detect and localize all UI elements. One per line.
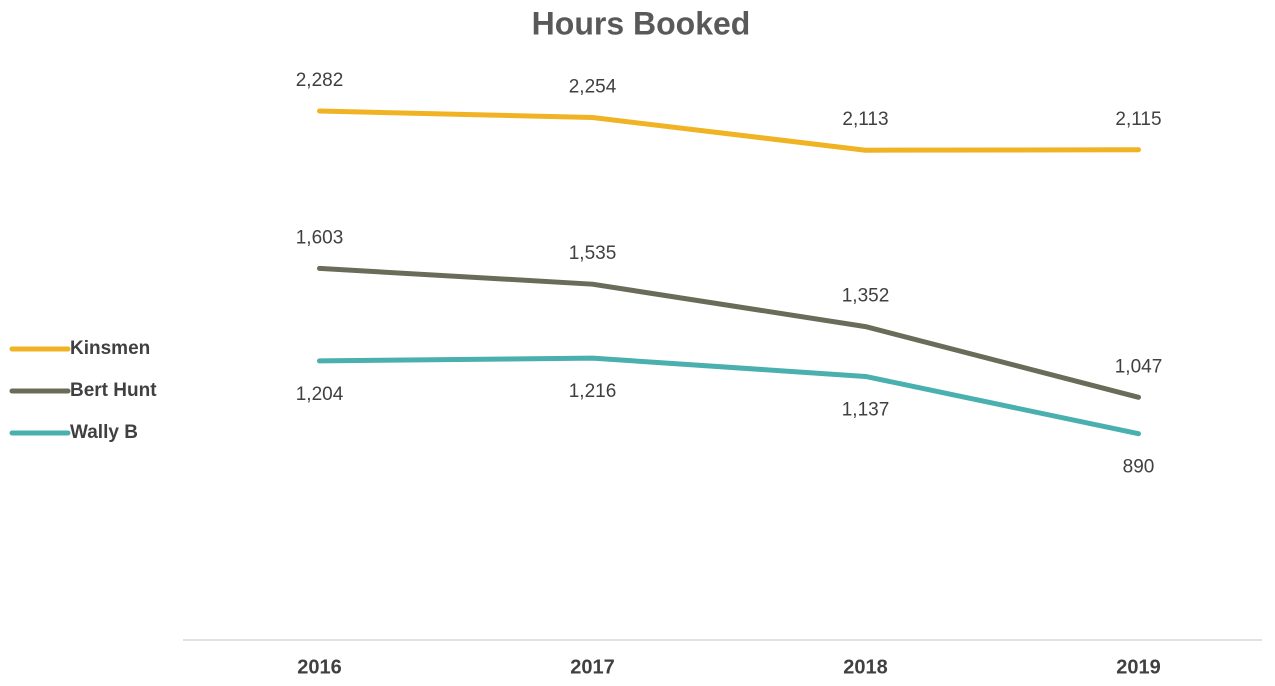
chart-title: Hours Booked xyxy=(532,5,751,41)
data-label: 2,282 xyxy=(296,70,344,91)
data-label: 1,047 xyxy=(1115,356,1163,377)
data-label: 1,216 xyxy=(569,381,617,402)
data-label: 2,254 xyxy=(569,77,617,98)
x-tick-label: 2017 xyxy=(570,656,615,678)
legend-label: Wally B xyxy=(70,422,138,443)
data-label: 1,137 xyxy=(842,399,890,420)
data-label: 1,352 xyxy=(842,286,890,307)
x-tick-label: 2016 xyxy=(297,656,342,678)
legend-label: Kinsmen xyxy=(70,338,150,359)
x-tick-label: 2018 xyxy=(843,656,888,678)
data-label: 890 xyxy=(1123,457,1155,478)
data-label: 2,115 xyxy=(1115,109,1161,130)
data-label: 1,204 xyxy=(296,384,344,405)
x-tick-label: 2019 xyxy=(1116,656,1161,678)
data-label: 2,113 xyxy=(842,109,888,130)
series-line xyxy=(317,265,1141,400)
legend-label: Bert Hunt xyxy=(70,380,157,401)
series-line xyxy=(317,355,1141,437)
series-line xyxy=(317,108,1141,153)
data-label: 1,603 xyxy=(296,227,344,248)
data-label: 1,535 xyxy=(569,243,617,264)
